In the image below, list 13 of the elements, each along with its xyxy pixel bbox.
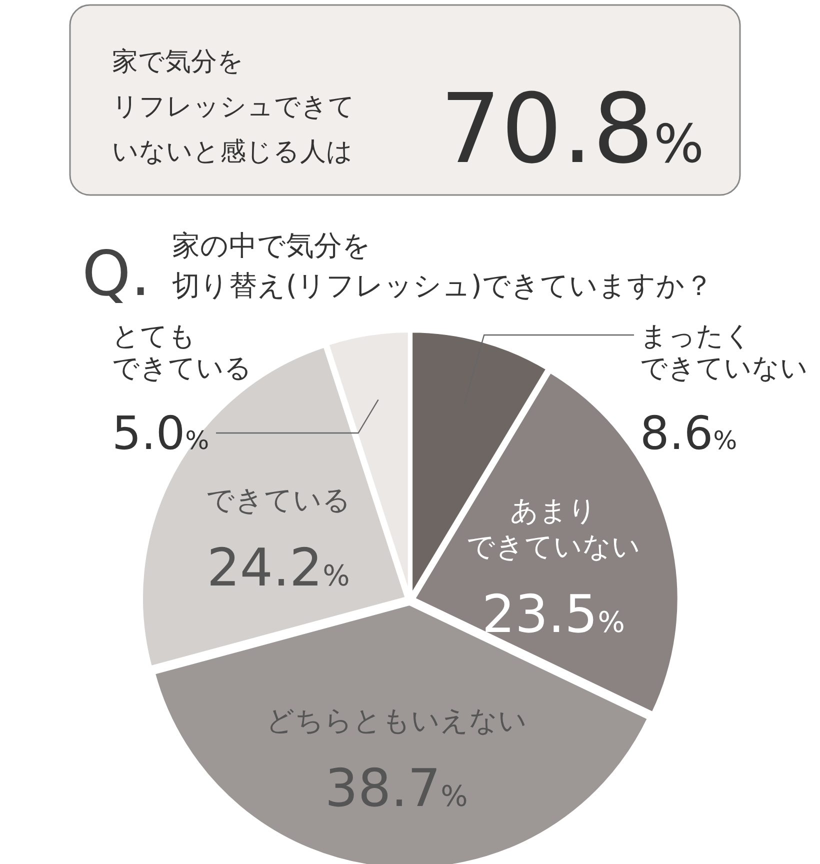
data-label: 8.6% <box>640 406 738 460</box>
data-label: 24.2% <box>206 538 350 599</box>
slice-label: あまりできていない <box>466 494 640 563</box>
text: 家で気分をリフレッシュできていないと感じる人は <box>112 47 355 167</box>
data-label: 23.5% <box>482 584 625 645</box>
data-label: 38.7% <box>324 759 468 820</box>
slice-label: できている <box>112 353 252 384</box>
category-label: とても <box>112 321 196 352</box>
slice-label: まったくできていない <box>640 321 808 384</box>
text: 70.8% <box>440 73 704 185</box>
slice-label: どちらともいえない <box>266 704 527 738</box>
data-label: 5.0% <box>112 406 210 460</box>
slice-label: できている <box>206 484 351 517</box>
